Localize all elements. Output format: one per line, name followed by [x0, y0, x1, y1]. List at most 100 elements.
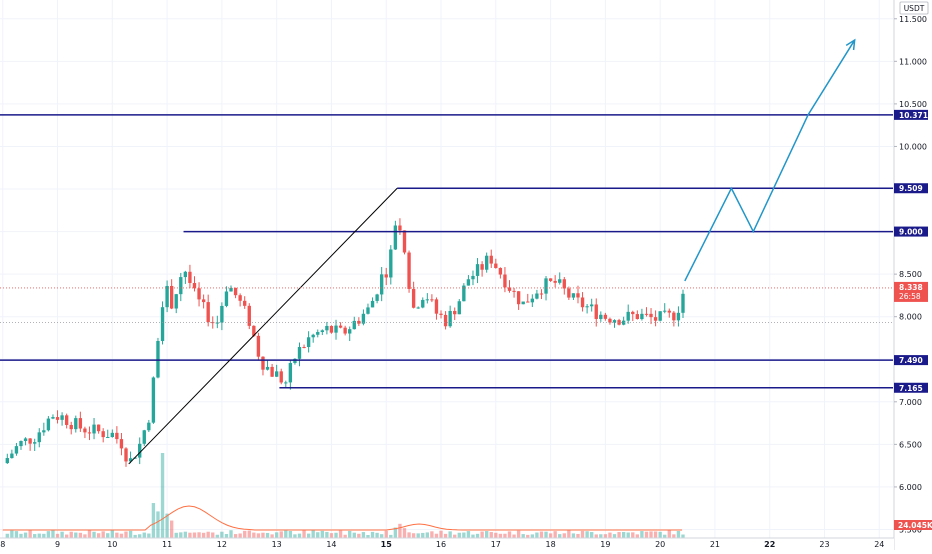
- volume-bar: [621, 531, 626, 538]
- level-price-label[interactable]: [894, 382, 928, 393]
- candle-body: [211, 322, 215, 324]
- candle-body: [667, 310, 671, 313]
- candle-body: [521, 301, 525, 305]
- volume-bar: [115, 532, 119, 538]
- candle-body: [261, 356, 265, 370]
- candle-body: [320, 330, 325, 333]
- volume-bar: [421, 532, 425, 538]
- level-price-label[interactable]: [894, 355, 928, 366]
- volume-bar: [55, 533, 60, 538]
- trend-line[interactable]: [128, 187, 398, 465]
- candle-body: [124, 448, 128, 462]
- candle-body: [343, 327, 347, 334]
- volume-bar: [110, 530, 114, 538]
- volume-bar: [548, 533, 553, 538]
- volume-bar: [462, 532, 466, 538]
- volume-bar: [101, 531, 105, 538]
- volume-bar: [252, 532, 256, 538]
- volume-bar: [334, 532, 338, 538]
- candle-body: [179, 277, 183, 295]
- candle-body: [133, 457, 137, 459]
- volume-bar: [261, 532, 265, 538]
- level-price-label-text: 10.371: [899, 111, 928, 120]
- x-tick-label: 19: [600, 540, 610, 549]
- level-price-label[interactable]: [894, 109, 928, 120]
- volume-bar: [489, 532, 493, 538]
- volume-bar: [576, 533, 580, 538]
- volume-bar: [69, 531, 73, 538]
- currency-label: USDT: [904, 4, 925, 13]
- time-axis[interactable]: [0, 538, 894, 550]
- candle-body: [293, 358, 297, 364]
- candle-body: [316, 332, 320, 335]
- volume-bar: [46, 531, 51, 538]
- volume-bar: [279, 531, 283, 538]
- volume-bar: [608, 532, 612, 538]
- volume-bar: [375, 532, 379, 538]
- volume-bar: [60, 531, 64, 538]
- candle-body: [635, 314, 640, 320]
- x-tick-label: 16: [436, 540, 446, 549]
- projection-path[interactable]: [684, 39, 856, 282]
- candle-body: [439, 313, 443, 315]
- candle-body: [384, 274, 388, 278]
- volume-bar: [389, 534, 393, 538]
- price-axis[interactable]: [894, 0, 932, 550]
- volume-bar: [256, 533, 261, 538]
- candle-body: [156, 340, 160, 378]
- candle-body: [430, 299, 434, 301]
- candle-body: [74, 418, 78, 430]
- current-price-label[interactable]: [894, 281, 928, 302]
- volume-label[interactable]: [894, 520, 932, 530]
- candle-body: [548, 278, 553, 281]
- candle-body: [357, 320, 361, 324]
- candle-body: [411, 288, 416, 308]
- volume-bar: [676, 530, 681, 538]
- volume-bar: [5, 533, 9, 538]
- volume-bar: [681, 534, 685, 538]
- candle-body: [5, 458, 9, 464]
- candle-body: [206, 302, 210, 323]
- volume-bar: [42, 533, 46, 538]
- candle-body: [443, 314, 448, 327]
- level-price-label[interactable]: [894, 226, 928, 237]
- candle-body: [516, 291, 521, 305]
- candle-body: [489, 255, 493, 264]
- candle-body: [398, 225, 402, 231]
- candle-body: [128, 458, 133, 462]
- candle-body: [64, 415, 69, 425]
- volume-bar: [544, 531, 548, 538]
- candle-body: [448, 310, 452, 327]
- level-price-label[interactable]: [894, 183, 928, 194]
- bar-countdown: 26:58: [899, 292, 921, 301]
- volume-bar: [398, 523, 402, 538]
- volume-bar: [133, 534, 137, 538]
- candle-body: [612, 320, 617, 323]
- candle-body: [416, 307, 420, 309]
- candle-body: [585, 306, 589, 308]
- candle-body: [544, 278, 548, 294]
- candle-body: [229, 287, 233, 292]
- volume-bar: [197, 532, 201, 538]
- volume-bar: [594, 534, 598, 538]
- candle-body: [681, 293, 685, 313]
- candle-body: [169, 285, 174, 309]
- candle-body: [183, 271, 188, 278]
- volume-bar: [156, 511, 160, 538]
- currency-badge[interactable]: [899, 1, 929, 15]
- volume-bar: [640, 531, 644, 538]
- volume-bar: [457, 532, 461, 538]
- candle-body: [434, 299, 439, 314]
- candle-body: [539, 293, 544, 295]
- candle-body: [393, 225, 398, 250]
- volume-bar: [284, 530, 288, 538]
- candle-body: [306, 337, 311, 348]
- candle-body: [649, 313, 653, 318]
- candle-body: [10, 453, 14, 459]
- volume-bar: [179, 532, 183, 538]
- volume-bar: [480, 531, 484, 538]
- candle-body: [192, 283, 197, 289]
- drawing-layer[interactable]: [0, 38, 893, 465]
